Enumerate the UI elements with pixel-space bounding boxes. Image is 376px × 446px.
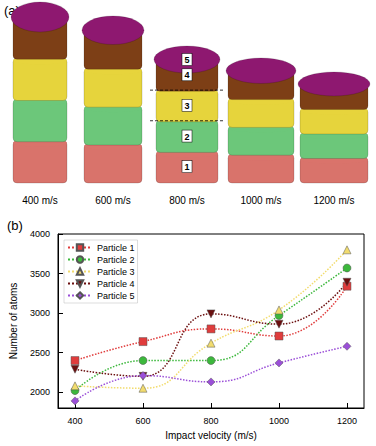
svg-text:(b): (b)	[7, 218, 23, 233]
svg-text:1200 m/s: 1200 m/s	[313, 195, 354, 206]
svg-text:800 m/s: 800 m/s	[169, 195, 205, 206]
svg-text:Particle 5: Particle 5	[97, 291, 135, 301]
svg-text:4: 4	[184, 70, 189, 80]
svg-text:3000: 3000	[30, 308, 50, 318]
svg-text:400: 400	[67, 416, 82, 426]
svg-text:400 m/s: 400 m/s	[22, 195, 58, 206]
svg-text:2500: 2500	[30, 348, 50, 358]
svg-text:Impact velocity (m/s): Impact velocity (m/s)	[165, 430, 257, 441]
svg-text:1000 m/s: 1000 m/s	[240, 195, 281, 206]
svg-text:1200: 1200	[337, 416, 357, 426]
svg-text:2000: 2000	[30, 387, 50, 397]
svg-text:Particle 2: Particle 2	[97, 255, 135, 265]
svg-text:5: 5	[184, 55, 189, 65]
svg-text:1000: 1000	[269, 416, 289, 426]
svg-text:(a): (a)	[4, 3, 20, 18]
svg-text:Particle 1: Particle 1	[97, 243, 135, 253]
svg-text:2: 2	[184, 132, 189, 142]
svg-text:3500: 3500	[30, 269, 50, 279]
svg-text:1: 1	[184, 162, 189, 172]
svg-text:600 m/s: 600 m/s	[95, 195, 131, 206]
svg-text:Particle 4: Particle 4	[97, 279, 135, 289]
svg-text:Number of atoms: Number of atoms	[8, 283, 19, 360]
svg-text:600: 600	[135, 416, 150, 426]
svg-text:4000: 4000	[30, 229, 50, 239]
svg-text:Particle 3: Particle 3	[97, 267, 135, 277]
svg-text:3: 3	[184, 101, 189, 111]
svg-text:800: 800	[203, 416, 218, 426]
